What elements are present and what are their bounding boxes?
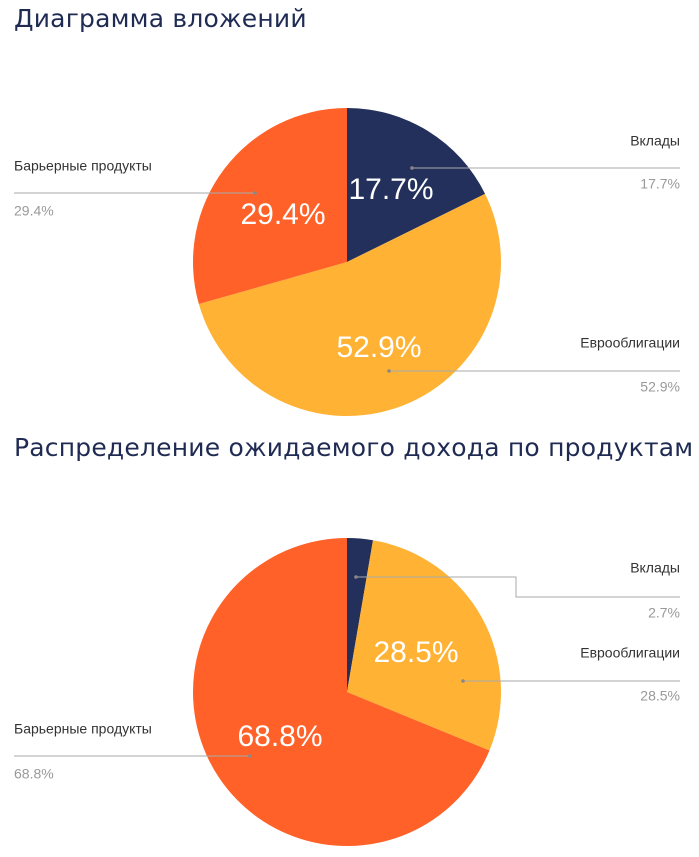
income-pie-chart: Распределение ожидаемого дохода по проду… — [0, 425, 699, 857]
slice-value-label: 17.7% — [348, 173, 433, 206]
chart-title: Распределение ожидаемого дохода по проду… — [14, 433, 694, 462]
callout-percent: 17.7% — [640, 176, 680, 192]
pie-slice-2 — [192, 108, 347, 305]
slice-value-label: 29.4% — [240, 198, 325, 231]
leader-line — [356, 576, 680, 598]
callout-name: Барьерные продукты — [14, 158, 152, 174]
slice-value-label: 68.8% — [237, 720, 322, 753]
leader-dot — [410, 166, 414, 170]
leader-dot — [387, 369, 391, 373]
callout-name: Барьерные продукты — [14, 721, 152, 737]
callout-name: Еврооблигации — [580, 645, 680, 661]
leader-dot — [461, 679, 465, 683]
leader-dot — [354, 575, 358, 579]
pie-slice-1 — [347, 540, 501, 751]
callout-percent: 52.9% — [640, 379, 680, 395]
pie-chart-svg: 17.7% Вклады 17.7% 52.9% Еврооблигации 52.9% 2… — [14, 108, 680, 416]
slice-value-label: 28.5% — [373, 636, 458, 669]
callout-name: Еврооблигации — [580, 335, 680, 351]
slice-value-label: 52.9% — [336, 331, 421, 364]
callout-name: Вклады — [630, 560, 680, 576]
callout-percent: 2.7% — [648, 605, 680, 621]
pie-slice-2 — [193, 538, 490, 846]
callout-percent: 28.5% — [640, 688, 680, 704]
pie-chart-svg: Вклады 2.7% 28.5% Еврооблигации 28.5% 68.8% Ба… — [14, 538, 680, 846]
chart-title: Диаграмма вложений — [14, 4, 307, 33]
callout-name: Вклады — [630, 133, 680, 149]
pie-slice-1 — [198, 193, 502, 416]
investment-pie-chart: Диаграмма вложений 17.7% Вклады 17.7% 52.9%… — [0, 0, 699, 425]
leader-dot — [248, 754, 252, 758]
callout-percent: 29.4% — [14, 203, 54, 219]
pie-slice-0 — [347, 108, 486, 262]
leader-dot — [253, 191, 257, 195]
callout-percent: 68.8% — [14, 766, 54, 782]
